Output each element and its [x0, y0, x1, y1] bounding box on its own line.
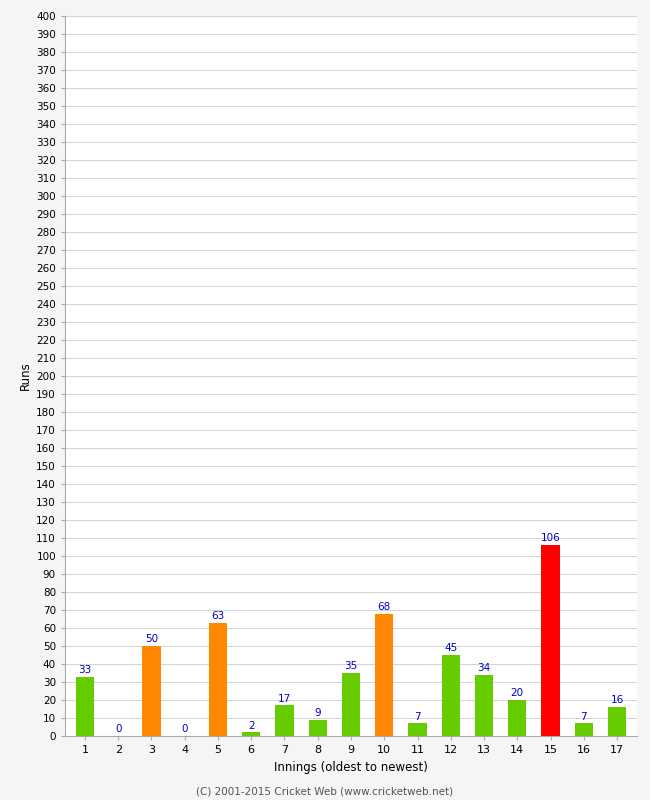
Bar	[209, 622, 227, 736]
X-axis label: Innings (oldest to newest): Innings (oldest to newest)	[274, 761, 428, 774]
Bar	[342, 673, 360, 736]
Bar	[276, 706, 294, 736]
Text: 50: 50	[145, 634, 158, 644]
Bar	[309, 720, 327, 736]
Bar	[541, 546, 560, 736]
Text: 35: 35	[344, 661, 358, 671]
Text: 0: 0	[181, 724, 188, 734]
Text: 68: 68	[378, 602, 391, 612]
Bar	[142, 646, 161, 736]
Bar	[475, 675, 493, 736]
Text: 9: 9	[315, 708, 321, 718]
Bar	[608, 707, 626, 736]
Text: 106: 106	[541, 534, 560, 543]
Text: 34: 34	[477, 663, 491, 673]
Text: 0: 0	[115, 724, 122, 734]
Text: 7: 7	[580, 712, 587, 722]
Bar	[508, 700, 526, 736]
Text: 2: 2	[248, 721, 255, 730]
Bar	[575, 723, 593, 736]
Text: 20: 20	[511, 688, 524, 698]
Text: 33: 33	[79, 665, 92, 675]
Text: 16: 16	[610, 695, 623, 706]
Text: (C) 2001-2015 Cricket Web (www.cricketweb.net): (C) 2001-2015 Cricket Web (www.cricketwe…	[196, 786, 454, 796]
Bar	[441, 655, 460, 736]
Y-axis label: Runs: Runs	[19, 362, 32, 390]
Text: 63: 63	[211, 611, 225, 621]
Text: 17: 17	[278, 694, 291, 704]
Bar	[242, 733, 261, 736]
Text: 45: 45	[444, 643, 458, 653]
Bar	[76, 677, 94, 736]
Bar	[408, 723, 426, 736]
Text: 7: 7	[414, 712, 421, 722]
Bar	[375, 614, 393, 736]
